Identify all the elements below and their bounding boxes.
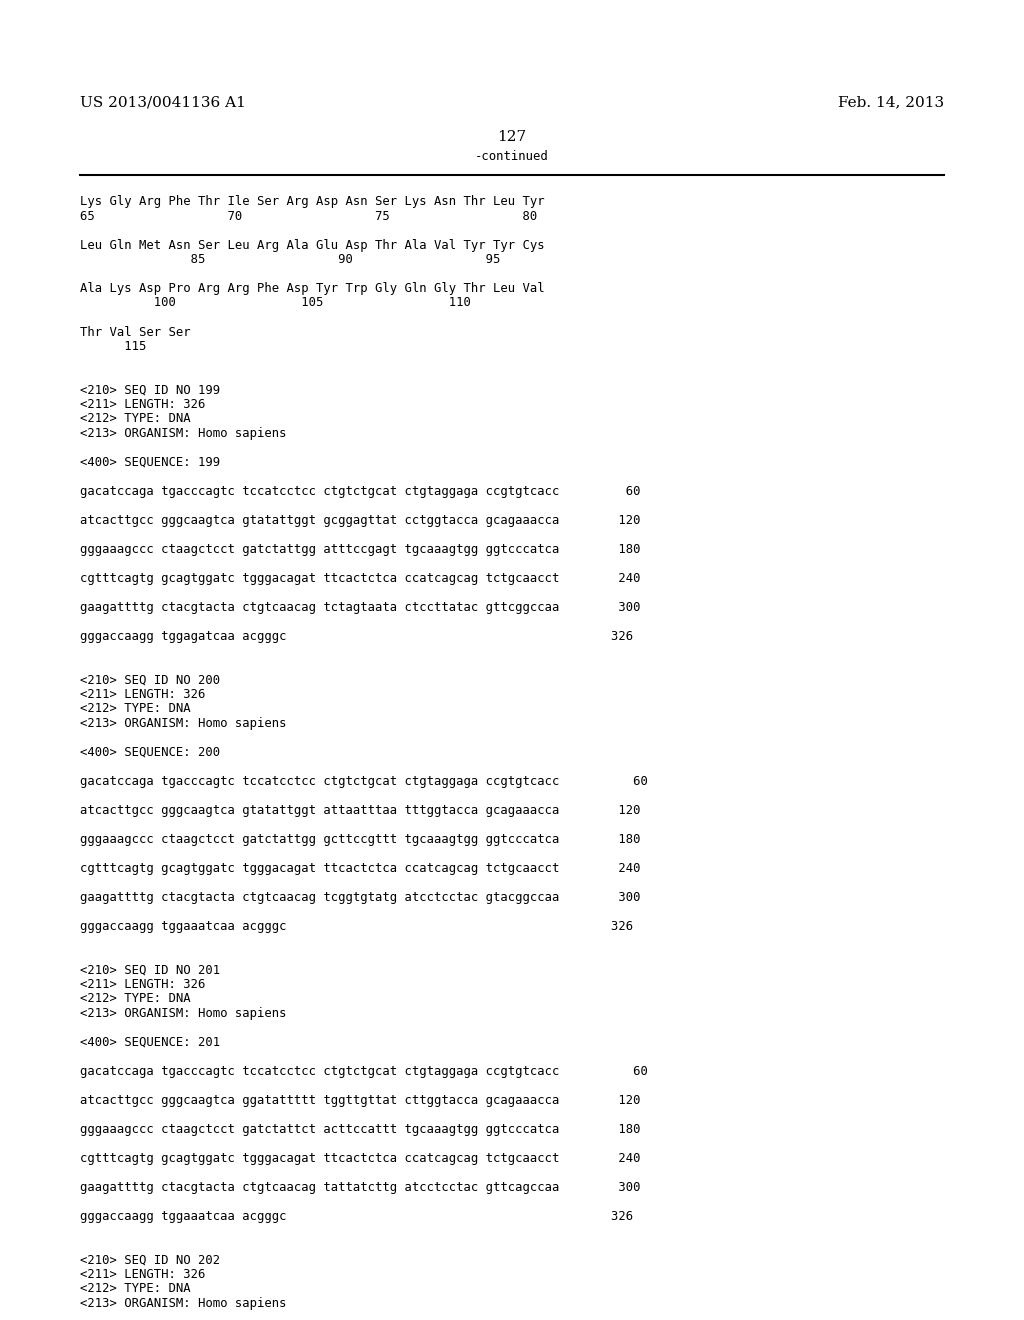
Text: atcacttgcc gggcaagtca gtatattggt gcggagttat cctggtacca gcagaaacca        120: atcacttgcc gggcaagtca gtatattggt gcggagt…	[80, 513, 640, 527]
Text: gacatccaga tgacccagtc tccatcctcc ctgtctgcat ctgtaggaga ccgtgtcacc          60: gacatccaga tgacccagtc tccatcctcc ctgtctg…	[80, 1065, 648, 1078]
Text: gggaccaagg tggagatcaa acgggc                                            326: gggaccaagg tggagatcaa acgggc 326	[80, 630, 633, 643]
Text: Feb. 14, 2013: Feb. 14, 2013	[838, 95, 944, 110]
Text: <400> SEQUENCE: 200: <400> SEQUENCE: 200	[80, 746, 220, 759]
Text: <211> LENGTH: 326: <211> LENGTH: 326	[80, 399, 206, 411]
Text: <211> LENGTH: 326: <211> LENGTH: 326	[80, 688, 206, 701]
Text: <400> SEQUENCE: 201: <400> SEQUENCE: 201	[80, 1036, 220, 1049]
Text: gaagattttg ctacgtacta ctgtcaacag tcggtgtatg atcctcctac gtacggccaa        300: gaagattttg ctacgtacta ctgtcaacag tcggtgt…	[80, 891, 640, 904]
Text: <213> ORGANISM: Homo sapiens: <213> ORGANISM: Homo sapiens	[80, 1007, 287, 1020]
Text: <212> TYPE: DNA: <212> TYPE: DNA	[80, 412, 190, 425]
Text: <210> SEQ ID NO 202: <210> SEQ ID NO 202	[80, 1254, 220, 1266]
Text: 127: 127	[498, 129, 526, 144]
Text: gggaaagccc ctaagctcct gatctattgg gcttccgttt tgcaaagtgg ggtcccatca        180: gggaaagccc ctaagctcct gatctattgg gcttccg…	[80, 833, 640, 846]
Text: cgtttcagtg gcagtggatc tgggacagat ttcactctca ccatcagcag tctgcaacct        240: cgtttcagtg gcagtggatc tgggacagat ttcactc…	[80, 862, 640, 875]
Text: gaagattttg ctacgtacta ctgtcaacag tattatcttg atcctcctac gttcagccaa        300: gaagattttg ctacgtacta ctgtcaacag tattatc…	[80, 1181, 640, 1195]
Text: gggaccaagg tggaaatcaa acgggc                                            326: gggaccaagg tggaaatcaa acgggc 326	[80, 920, 633, 933]
Text: <213> ORGANISM: Homo sapiens: <213> ORGANISM: Homo sapiens	[80, 1298, 287, 1309]
Text: gggaccaagg tggaaatcaa acgggc                                            326: gggaccaagg tggaaatcaa acgggc 326	[80, 1210, 633, 1224]
Text: <212> TYPE: DNA: <212> TYPE: DNA	[80, 993, 190, 1006]
Text: 65                  70                  75                  80: 65 70 75 80	[80, 210, 538, 223]
Text: Lys Gly Arg Phe Thr Ile Ser Arg Asp Asn Ser Lys Asn Thr Leu Tyr: Lys Gly Arg Phe Thr Ile Ser Arg Asp Asn …	[80, 195, 545, 209]
Text: <211> LENGTH: 326: <211> LENGTH: 326	[80, 1269, 206, 1280]
Text: <210> SEQ ID NO 201: <210> SEQ ID NO 201	[80, 964, 220, 977]
Text: Leu Gln Met Asn Ser Leu Arg Ala Glu Asp Thr Ala Val Tyr Tyr Cys: Leu Gln Met Asn Ser Leu Arg Ala Glu Asp …	[80, 239, 545, 252]
Text: -continued: -continued	[475, 150, 549, 162]
Text: <210> SEQ ID NO 200: <210> SEQ ID NO 200	[80, 673, 220, 686]
Text: atcacttgcc gggcaagtca ggatattttt tggttgttat cttggtacca gcagaaacca        120: atcacttgcc gggcaagtca ggatattttt tggttgt…	[80, 1094, 640, 1107]
Text: Thr Val Ser Ser: Thr Val Ser Ser	[80, 326, 190, 338]
Text: cgtttcagtg gcagtggatc tgggacagat ttcactctca ccatcagcag tctgcaacct        240: cgtttcagtg gcagtggatc tgggacagat ttcactc…	[80, 1152, 640, 1166]
Text: gacatccaga tgacccagtc tccatcctcc ctgtctgcat ctgtaggaga ccgtgtcacc         60: gacatccaga tgacccagtc tccatcctcc ctgtctg…	[80, 484, 640, 498]
Text: <212> TYPE: DNA: <212> TYPE: DNA	[80, 702, 190, 715]
Text: <210> SEQ ID NO 199: <210> SEQ ID NO 199	[80, 384, 220, 396]
Text: gaagattttg ctacgtacta ctgtcaacag tctagtaata ctccttatac gttcggccaa        300: gaagattttg ctacgtacta ctgtcaacag tctagta…	[80, 601, 640, 614]
Text: atcacttgcc gggcaagtca gtatattggt attaatttaa tttggtacca gcagaaacca        120: atcacttgcc gggcaagtca gtatattggt attaatt…	[80, 804, 640, 817]
Text: cgtttcagtg gcagtggatc tgggacagat ttcactctca ccatcagcag tctgcaacct        240: cgtttcagtg gcagtggatc tgggacagat ttcactc…	[80, 572, 640, 585]
Text: US 2013/0041136 A1: US 2013/0041136 A1	[80, 95, 246, 110]
Text: 115: 115	[80, 341, 146, 352]
Text: <211> LENGTH: 326: <211> LENGTH: 326	[80, 978, 206, 991]
Text: gacatccaga tgacccagtc tccatcctcc ctgtctgcat ctgtaggaga ccgtgtcacc          60: gacatccaga tgacccagtc tccatcctcc ctgtctg…	[80, 775, 648, 788]
Text: 100                 105                 110: 100 105 110	[80, 297, 471, 309]
Text: <400> SEQUENCE: 199: <400> SEQUENCE: 199	[80, 455, 220, 469]
Text: Ala Lys Asp Pro Arg Arg Phe Asp Tyr Trp Gly Gln Gly Thr Leu Val: Ala Lys Asp Pro Arg Arg Phe Asp Tyr Trp …	[80, 282, 545, 294]
Text: gggaaagccc ctaagctcct gatctattct acttccattt tgcaaagtgg ggtcccatca        180: gggaaagccc ctaagctcct gatctattct acttcca…	[80, 1123, 640, 1137]
Text: <213> ORGANISM: Homo sapiens: <213> ORGANISM: Homo sapiens	[80, 426, 287, 440]
Text: gggaaagccc ctaagctcct gatctattgg atttccgagt tgcaaagtgg ggtcccatca        180: gggaaagccc ctaagctcct gatctattgg atttccg…	[80, 543, 640, 556]
Text: <212> TYPE: DNA: <212> TYPE: DNA	[80, 1283, 190, 1295]
Text: <213> ORGANISM: Homo sapiens: <213> ORGANISM: Homo sapiens	[80, 717, 287, 730]
Text: 85                  90                  95: 85 90 95	[80, 253, 501, 267]
